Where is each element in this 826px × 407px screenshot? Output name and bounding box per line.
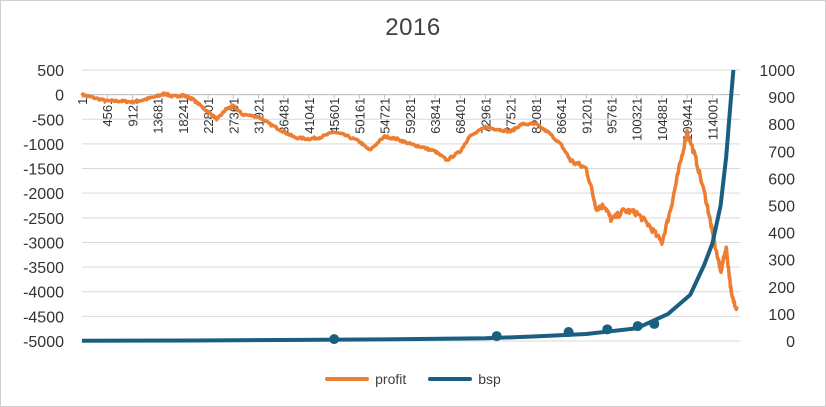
legend-swatch-bsp [428, 377, 473, 381]
legend-item-bsp: bsp [428, 371, 501, 387]
x-tick-label: 54721 [378, 98, 393, 134]
bsp-marker [329, 334, 340, 345]
y-right-tick-label: 1000 [759, 63, 795, 80]
y-left-tick-label: -3000 [23, 235, 64, 252]
x-axis-ticks: 1 4561 9121 13681 18241 22801 27361 31921 36481 4… [75, 94, 740, 141]
x-tick-label: 18241 [176, 98, 191, 134]
x-tick-label: 41041 [302, 98, 317, 134]
series-line-profit [80, 91, 739, 312]
legend-label-profit: profit [375, 371, 407, 387]
y-left-tick-label: -5000 [23, 334, 64, 351]
x-tick-label: 13681 [151, 98, 166, 134]
bsp-marker [563, 327, 574, 338]
y-right-tick-label: 900 [768, 90, 795, 107]
y-left-tick-label: -4000 [23, 285, 64, 302]
x-tick-label: 59281 [403, 98, 418, 134]
y-right-tick-label: 100 [768, 307, 795, 324]
y-right-tick-label: 0 [786, 334, 795, 351]
y-right-tick-label: 200 [768, 280, 795, 297]
y-axis-left-ticks: 500 0 -500 -1000 -1500 -2000 -2500 -3000 -3500 -4… [23, 63, 64, 351]
y-left-tick-label: -1000 [23, 137, 64, 154]
x-tick-label: 63841 [428, 98, 443, 134]
series-layer [80, 69, 739, 345]
x-tick-label: 95761 [605, 98, 620, 134]
y-left-tick-label: -2000 [23, 186, 64, 203]
y-right-tick-label: 500 [768, 199, 795, 216]
x-tick-label: 86641 [554, 98, 569, 134]
gridlines [82, 69, 740, 342]
legend-label-bsp: bsp [478, 371, 501, 387]
bsp-marker [649, 318, 660, 329]
y-left-tick-label: 0 [55, 88, 64, 105]
x-tick-label: 77521 [504, 98, 519, 134]
legend-item-profit: profit [325, 371, 406, 387]
x-tick-label: 1 [75, 98, 90, 105]
x-tick-label: 22801 [201, 98, 216, 134]
y-left-tick-label: 500 [37, 63, 64, 80]
x-tick-label: 91201 [579, 98, 594, 134]
legend-swatch-profit [325, 377, 370, 381]
x-tick-label: 72961 [478, 98, 493, 134]
x-tick-label: 36481 [277, 98, 292, 134]
x-tick-label: 9121 [125, 98, 140, 127]
y-right-tick-label: 400 [768, 226, 795, 243]
x-tick-label: 104881 [655, 98, 670, 141]
y-right-tick-label: 700 [768, 144, 795, 161]
x-tick-label: 114001 [705, 98, 720, 140]
y-right-tick-label: 300 [768, 253, 795, 270]
chart-title: 2016 [385, 14, 441, 41]
y-left-tick-label: -500 [32, 112, 64, 129]
x-tick-label: 100321 [630, 98, 645, 141]
y-left-tick-label: -3500 [23, 260, 64, 277]
bsp-marker [602, 324, 613, 335]
y-right-tick-label: 600 [768, 171, 795, 188]
bsp-marker [491, 331, 502, 342]
y-left-tick-label: -2500 [23, 211, 64, 228]
x-tick-label: 109441 [680, 98, 695, 141]
y-left-tick-label: -1500 [23, 162, 64, 179]
x-tick-label: 50161 [352, 98, 367, 134]
x-tick-label: 27361 [226, 98, 241, 134]
x-tick-label: 45601 [327, 98, 342, 134]
y-right-tick-label: 800 [768, 117, 795, 134]
legend: profit bsp [0, 371, 826, 387]
x-tick-label: 68401 [453, 98, 468, 134]
y-left-tick-label: -4500 [23, 309, 64, 326]
bsp-marker [632, 321, 643, 332]
x-tick-label: 4561 [100, 98, 115, 127]
